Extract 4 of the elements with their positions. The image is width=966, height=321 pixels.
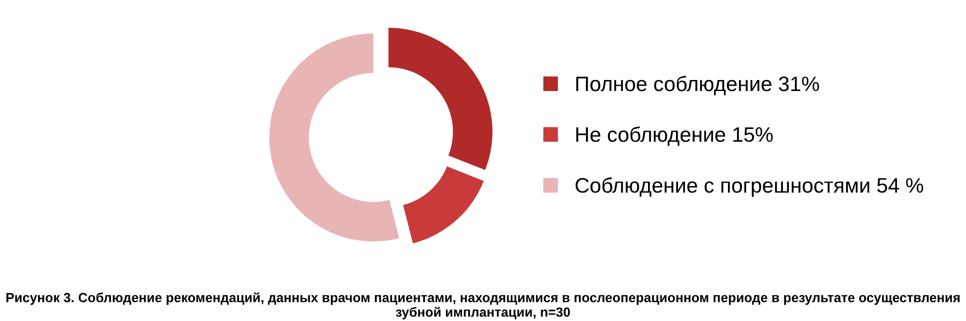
legend-label: Не соблюдение 15%: [576, 126, 773, 146]
legend-label: Соблюдение с погрешностями 54 %: [576, 177, 924, 197]
legend-label: Полное соблюдение 31%: [576, 76, 820, 96]
text: Рисунок 3. Соблюдение рекомендаций, данных врачом пациентами, находящимися в послеоперационном периоде в результате осуществления зубной имплантации, n=30: [6, 292, 960, 320]
